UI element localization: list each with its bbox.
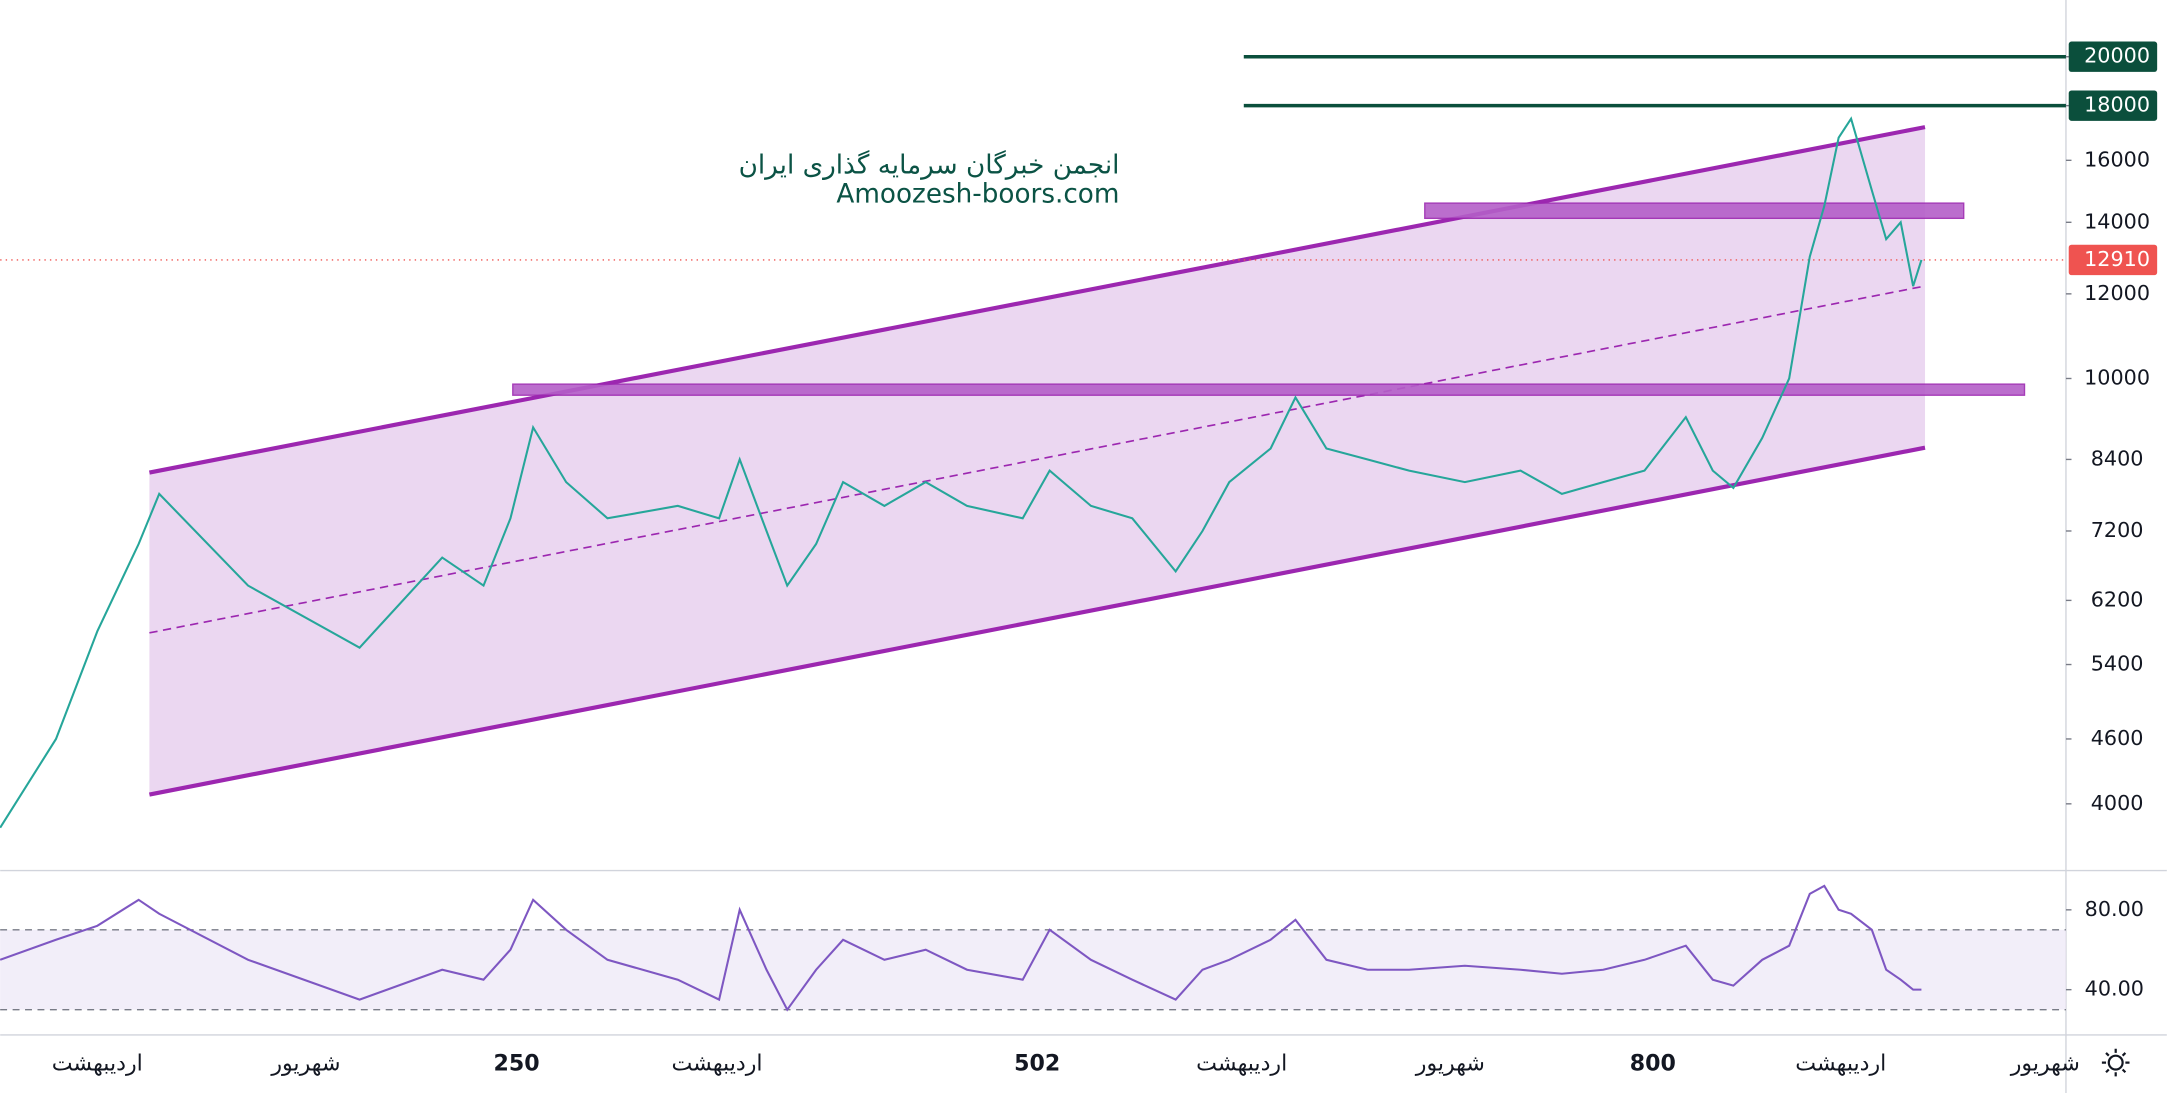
x-tick-label: اردیبهشت [1795,1050,1886,1076]
last-price-label: 12910 [2084,247,2150,271]
y-tick-label: 4600 [2091,726,2144,750]
y-tick-label: 4000 [2091,791,2144,815]
y-tick-label: 6200 [2091,587,2144,611]
y-tick-label: 14000 [2084,209,2150,233]
y2-tick-label: 40.00 [2085,977,2144,1001]
x-tick-label: اردیبهشت [1196,1050,1287,1076]
channel-mid [149,285,1926,634]
x-tick-label: 502 [1014,1050,1060,1076]
y-tick-label: 20000 [2084,44,2150,68]
zone [1424,202,1965,220]
x-tick-label: 800 [1630,1050,1676,1076]
y-tick-label: 8400 [2091,446,2144,470]
level-label-bg [2068,90,2158,121]
rsi-line [0,884,1922,1012]
x-tick-label: شهریور [1415,1050,1485,1076]
y-tick-label: 16000 [2084,147,2150,171]
channel-fill [149,127,1926,795]
x-tick-label: شهریور [2010,1050,2080,1076]
settings-icon[interactable] [2101,1048,2130,1077]
y2-tick-label: 80.00 [2085,897,2144,921]
zone [512,383,2026,396]
watermark: انجمن خبرگان سرمایه گذاری ایران [739,149,1120,180]
channel-lower [149,445,1926,797]
last-price-label-bg [2068,244,2158,276]
watermark: Amoozesh-boors.com [836,179,1119,209]
y-tick-label: 5400 [2091,652,2144,676]
x-tick-label: 250 [494,1050,540,1076]
x-tick-label: اردیبهشت [52,1050,143,1076]
x-tick-label: اردیبهشت [671,1050,762,1076]
y-tick-label: 18000 [2084,93,2150,117]
channel-upper [149,125,1926,475]
price-line [0,116,1923,829]
level-label-bg [2068,41,2158,72]
y-tick-label: 12000 [2084,281,2150,305]
y-tick-label: 10000 [2084,365,2150,389]
x-tick-label: شهریور [270,1050,340,1076]
rsi-band-fill [0,929,2066,1010]
y-tick-label: 7200 [2091,518,2144,542]
